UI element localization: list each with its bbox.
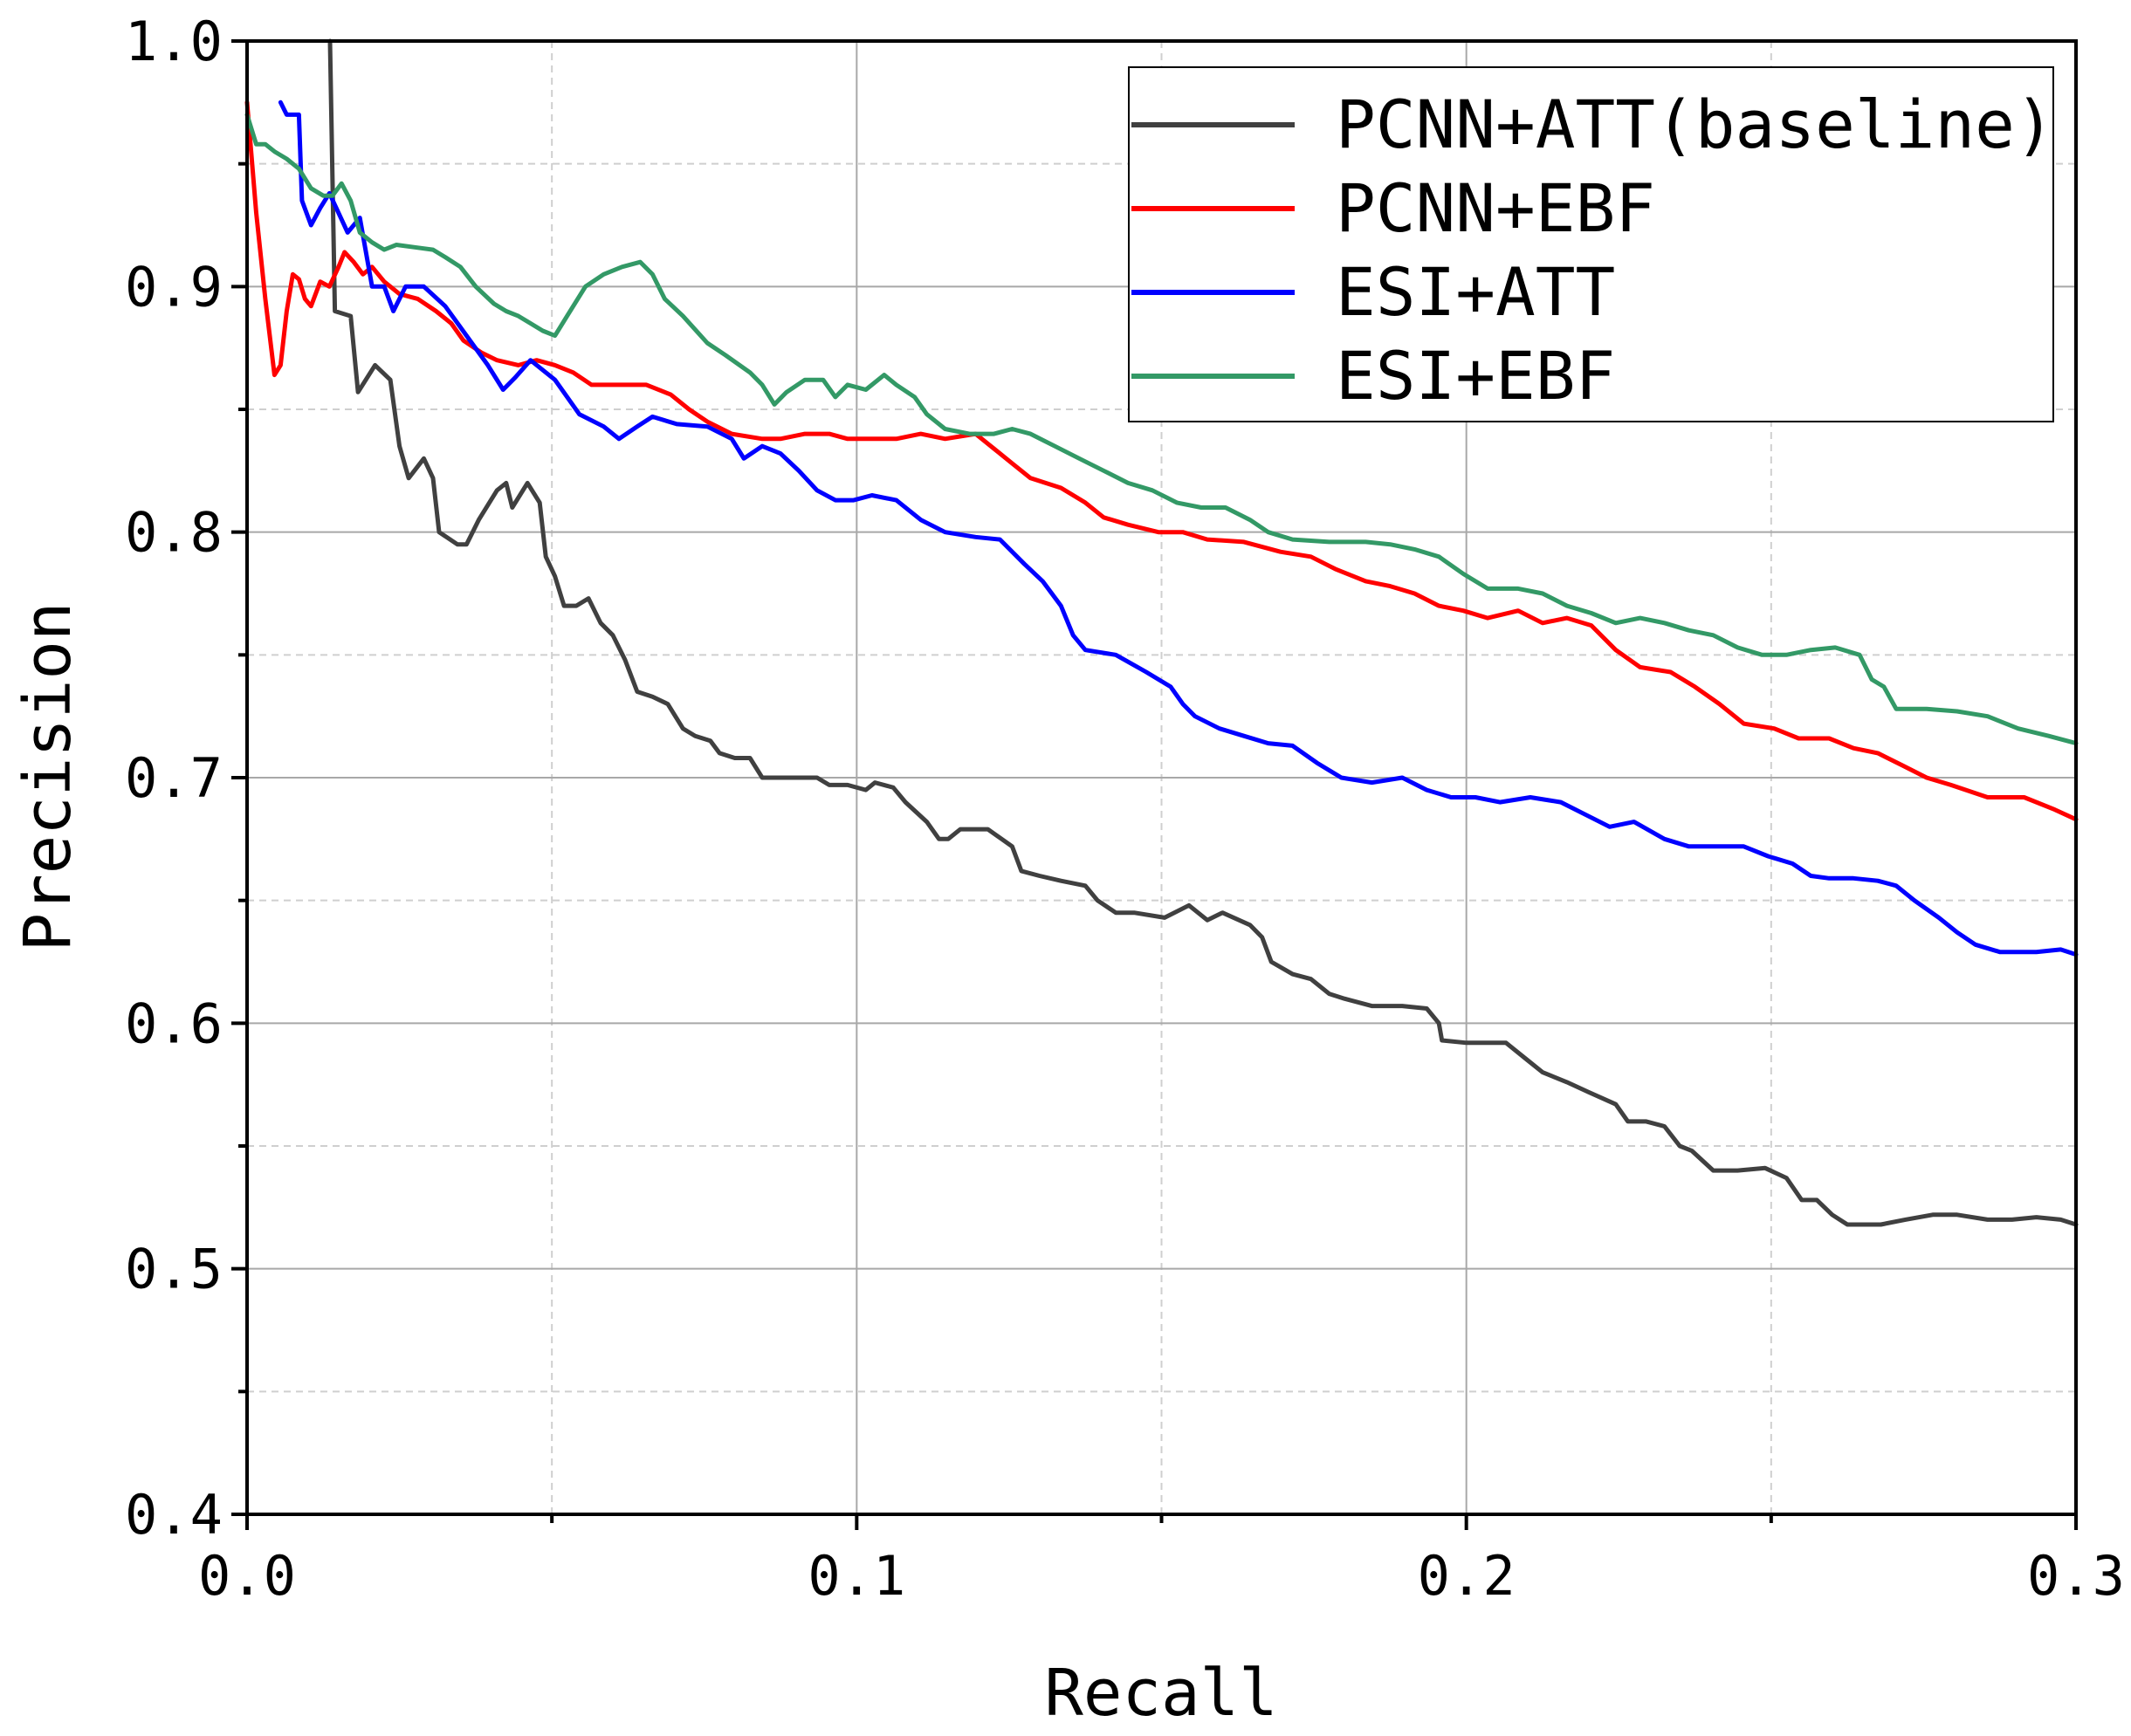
y-tick-label: 0.8 [125,501,223,565]
y-tick-label: 0.6 [125,992,223,1055]
ticks: 0.0 0.1 0.2 0.3 0.4 0.5 0.6 0.7 0.8 0.9 1.0 [125,10,2125,1608]
series-line-3 [244,112,2079,746]
series-group [244,38,2079,1227]
y-tick-label: 0.4 [125,1483,223,1547]
y-tick-label: 0.5 [125,1238,223,1301]
x-tick-label: 0.0 [198,1544,296,1608]
legend-label-1: PCNN+EBF [1336,169,1655,247]
y-tick-label: 1.0 [125,10,223,73]
y-axis-title: Precision [10,602,86,952]
legend-label-2: ESI+ATT [1336,253,1615,331]
series-line-1 [244,99,2079,822]
x-tick-label: 0.2 [1418,1544,1516,1608]
legend-label-3: ESI+EBF [1336,337,1615,415]
y-tick-label: 0.7 [125,746,223,810]
series-line-0 [327,38,2079,1227]
x-tick-label: 0.3 [2027,1544,2125,1608]
y-tick-label: 0.9 [125,255,223,319]
x-tick-label: 0.1 [808,1544,905,1608]
series-line-2 [278,99,2079,957]
legend-label-0: PCNN+ATT(baseline) [1336,86,2055,163]
x-axis-title: Recall [1044,1656,1277,1731]
